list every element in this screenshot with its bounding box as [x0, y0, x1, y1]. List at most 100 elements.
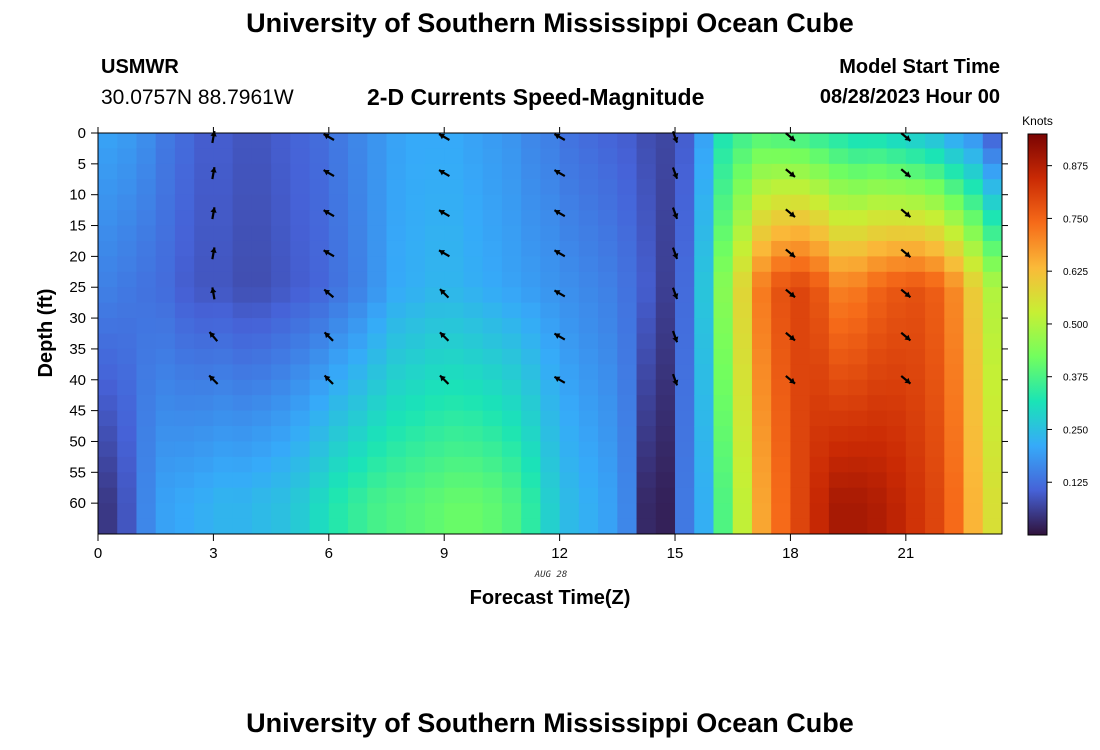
heatmap-cell: [963, 472, 984, 489]
heatmap-cell: [886, 441, 907, 458]
heatmap-cell: [771, 148, 791, 165]
heatmap-cell: [732, 472, 753, 489]
heatmap-cell: [886, 210, 907, 227]
heatmap-cell: [905, 148, 926, 165]
heatmap-cell: [98, 271, 118, 288]
heatmap-cell: [848, 441, 868, 458]
heatmap-cell: [405, 256, 426, 273]
heatmap-cell: [713, 240, 734, 257]
heatmap-cell: [925, 148, 945, 165]
heatmap-cell: [290, 441, 311, 458]
heatmap-cell: [751, 503, 772, 520]
heatmap-cell: [213, 410, 234, 427]
heatmap-cell: [886, 426, 907, 442]
heatmap-cell: [290, 333, 311, 350]
heatmap-cell: [655, 133, 676, 149]
heatmap-cell: [444, 348, 464, 365]
heatmap-cell: [328, 256, 349, 273]
heatmap-cell: [809, 333, 830, 350]
heatmap-cell: [982, 163, 1003, 180]
heatmap-cell: [328, 225, 349, 242]
heatmap-cell: [405, 225, 426, 242]
heatmap-cell: [213, 487, 234, 504]
current-arrow: [439, 331, 450, 342]
current-arrow: [785, 208, 796, 218]
heatmap-cell: [540, 225, 561, 242]
heatmap-cell: [828, 210, 849, 227]
heatmap-cell: [944, 163, 965, 180]
heatmap-cell: [271, 318, 291, 334]
heatmap-cell: [213, 518, 234, 535]
heatmap-cell: [328, 395, 349, 412]
heatmap-cell: [867, 133, 888, 149]
heatmap-cell: [790, 426, 811, 442]
heatmap-cell: [828, 364, 849, 381]
heatmap-cell: [828, 318, 849, 334]
heatmap-cell: [675, 487, 695, 504]
heatmap-cell: [694, 503, 714, 520]
heatmap-cell: [309, 179, 330, 196]
heatmap-cell: [694, 287, 714, 304]
heatmap-cell: [617, 518, 638, 535]
heatmap-cell: [559, 379, 580, 396]
heatmap-cell: [655, 348, 676, 365]
heatmap-cell: [751, 348, 772, 365]
heatmap-cell: [559, 518, 580, 535]
heatmap-cell: [578, 395, 599, 412]
heatmap-cell: [867, 210, 888, 227]
heatmap-cell: [290, 179, 311, 196]
heatmap-cell: [290, 364, 311, 381]
heatmap-cell: [828, 194, 849, 211]
heatmap-cell: [174, 133, 195, 149]
heatmap-cell: [386, 395, 407, 412]
heatmap-cell: [828, 503, 849, 520]
heatmap-cell: [540, 318, 561, 334]
heatmap-cell: [194, 518, 214, 535]
heatmap-cell: [944, 518, 965, 535]
heatmap-cell: [501, 133, 522, 149]
heatmap-cell: [559, 179, 580, 196]
heatmap-cell: [905, 240, 926, 257]
heatmap-cell: [405, 518, 426, 535]
heatmap-cell: [771, 395, 791, 412]
heatmap-cell: [540, 333, 561, 350]
heatmap-cell: [386, 148, 407, 165]
heatmap-cell: [617, 240, 638, 257]
heatmap-cell: [194, 426, 214, 442]
heatmap-cell: [598, 225, 618, 242]
heatmap-cell: [521, 271, 541, 288]
heatmap-cell: [578, 333, 599, 350]
heatmap-cell: [463, 379, 484, 396]
heatmap-cell: [790, 148, 811, 165]
current-arrow: [900, 132, 912, 142]
heatmap-cell: [386, 441, 407, 458]
heatmap-cell: [905, 487, 926, 504]
heatmap-cell: [751, 379, 772, 396]
heatmap-cell: [713, 256, 734, 273]
heatmap-cell: [925, 503, 945, 520]
heatmap-cell: [405, 364, 426, 381]
heatmap-cell: [675, 271, 695, 288]
heatmap-cell: [367, 318, 388, 334]
heatmap-cell: [251, 518, 272, 535]
heatmap-cell: [98, 441, 118, 458]
heatmap-cell: [848, 240, 868, 257]
heatmap-cell: [886, 333, 907, 350]
heatmap-cell: [982, 318, 1003, 334]
colorbar-tick-label: 0.625: [1063, 267, 1088, 278]
heatmap-cell: [251, 441, 272, 458]
heatmap-cell: [771, 348, 791, 365]
heatmap-cell: [867, 240, 888, 257]
heatmap-cell: [194, 148, 214, 165]
heatmap-cell: [348, 426, 368, 442]
heatmap-cell: [271, 240, 291, 257]
heatmap-cell: [559, 240, 580, 257]
heatmap-cell: [559, 163, 580, 180]
heatmap-cell: [886, 287, 907, 304]
heatmap-cell: [328, 148, 349, 165]
heatmap-cell: [578, 271, 599, 288]
heatmap-cell: [194, 287, 214, 304]
heatmap-cell: [463, 133, 484, 149]
heatmap-cell: [732, 179, 753, 196]
heatmap-cell: [251, 179, 272, 196]
